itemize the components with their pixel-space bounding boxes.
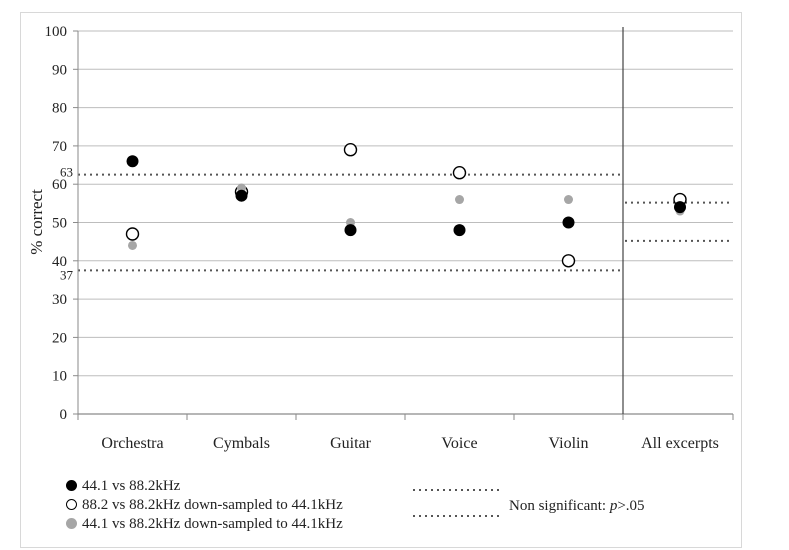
data-point-series-3: [128, 240, 137, 250]
legend-marker-open-circle: [66, 499, 77, 510]
data-point-series-1: [674, 201, 686, 214]
x-tick-label: All excerpts: [641, 435, 719, 452]
y-tick-label: 70: [52, 139, 67, 155]
significance-label: Non significant:: [509, 498, 610, 514]
legend-item-series-3: 44.1 vs 88.2kHz down-sampled to 44.1kHz: [66, 516, 343, 536]
y-tick-label: 80: [52, 101, 67, 117]
y-tick-label: 0: [60, 407, 68, 423]
data-point-series-1: [562, 216, 575, 229]
legend-item-series-1: 44.1 vs 88.2kHz: [66, 478, 180, 498]
y-tick-label: 50: [52, 216, 67, 232]
data-point-series-2: [452, 166, 467, 180]
y-tick-label: 40: [52, 254, 67, 270]
legend-marker-filled-gray: [66, 518, 77, 529]
legend-marker-filled-black: [66, 480, 77, 491]
chart-frame: [20, 12, 742, 548]
legend-label: 44.1 vs 88.2kHz down-sampled to 44.1kHz: [82, 516, 343, 532]
threshold-label-lower: 37: [60, 267, 74, 282]
threshold-label-upper: 63: [60, 165, 73, 180]
y-axis-label: % correct: [27, 189, 46, 255]
significance-note: Non significant: p>.05: [509, 498, 645, 515]
x-tick-label: Voice: [441, 435, 477, 452]
y-tick-label: 20: [52, 330, 67, 346]
x-tick-label: Guitar: [330, 435, 372, 452]
y-tick-label: 60: [52, 177, 67, 193]
legend-label: 44.1 vs 88.2kHz: [82, 478, 181, 494]
data-point-series-2: [561, 254, 576, 268]
significance-value: >.05: [617, 498, 645, 514]
threshold-layer: 63 37: [60, 165, 733, 282]
data-point-series-1: [453, 224, 466, 237]
point-layer: [125, 143, 687, 268]
grid-layer: [78, 30, 733, 415]
data-point-series-1: [344, 224, 357, 237]
legend-item-series-2: 88.2 vs 88.2kHz down-sampled to 44.1kHz: [66, 497, 343, 517]
y-tick-label: 100: [45, 24, 68, 40]
x-tick-label: Violin: [549, 435, 589, 452]
data-point-series-3: [455, 195, 464, 205]
legend-label: 88.2 vs 88.2kHz down-sampled to 44.1kHz: [82, 497, 343, 513]
legend-threshold-lines: [413, 489, 503, 517]
y-tick-label: 90: [52, 62, 67, 78]
data-point-series-2: [343, 143, 358, 157]
data-point-series-1: [126, 155, 139, 168]
axis-layer: 0 10 20 30 40 50 60 70 80 90 100 Orchestra Cymbals Gu…: [45, 24, 734, 452]
y-tick-label: 30: [52, 292, 67, 308]
data-point-series-3: [564, 195, 573, 205]
significance-p: p: [609, 498, 618, 514]
data-point-series-2: [125, 227, 140, 241]
x-tick-label: Orchestra: [101, 435, 163, 452]
data-point-series-1: [235, 189, 248, 202]
y-tick-label: 10: [52, 369, 67, 385]
x-tick-label: Cymbals: [213, 435, 270, 452]
